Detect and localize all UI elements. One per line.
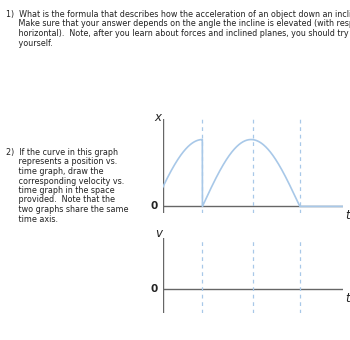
Text: 1)  What is the formula that describes how the acceleration of an object down an: 1) What is the formula that describes ho… <box>6 10 350 19</box>
Text: yourself.: yourself. <box>6 38 53 48</box>
Text: 0: 0 <box>150 201 158 211</box>
Text: horizontal).  Note, after you learn about forces and inclined planes, you should: horizontal). Note, after you learn about… <box>6 29 350 38</box>
Text: x: x <box>155 111 162 124</box>
Text: represents a position vs.: represents a position vs. <box>6 157 117 167</box>
Text: time graph in the space: time graph in the space <box>6 186 115 195</box>
Text: v: v <box>155 227 162 240</box>
Text: t: t <box>346 292 350 305</box>
Text: time axis.: time axis. <box>6 215 58 223</box>
Text: two graphs share the same: two graphs share the same <box>6 205 128 214</box>
Text: corresponding velocity vs.: corresponding velocity vs. <box>6 176 124 186</box>
Text: time graph, draw the: time graph, draw the <box>6 167 104 176</box>
Text: t: t <box>346 209 350 222</box>
Text: provided.  Note that the: provided. Note that the <box>6 195 115 204</box>
Text: 2)  If the curve in this graph: 2) If the curve in this graph <box>6 148 118 157</box>
Text: 0: 0 <box>150 285 158 294</box>
Text: Make sure that your answer depends on the angle the incline is elevated (with re: Make sure that your answer depends on th… <box>6 19 350 29</box>
